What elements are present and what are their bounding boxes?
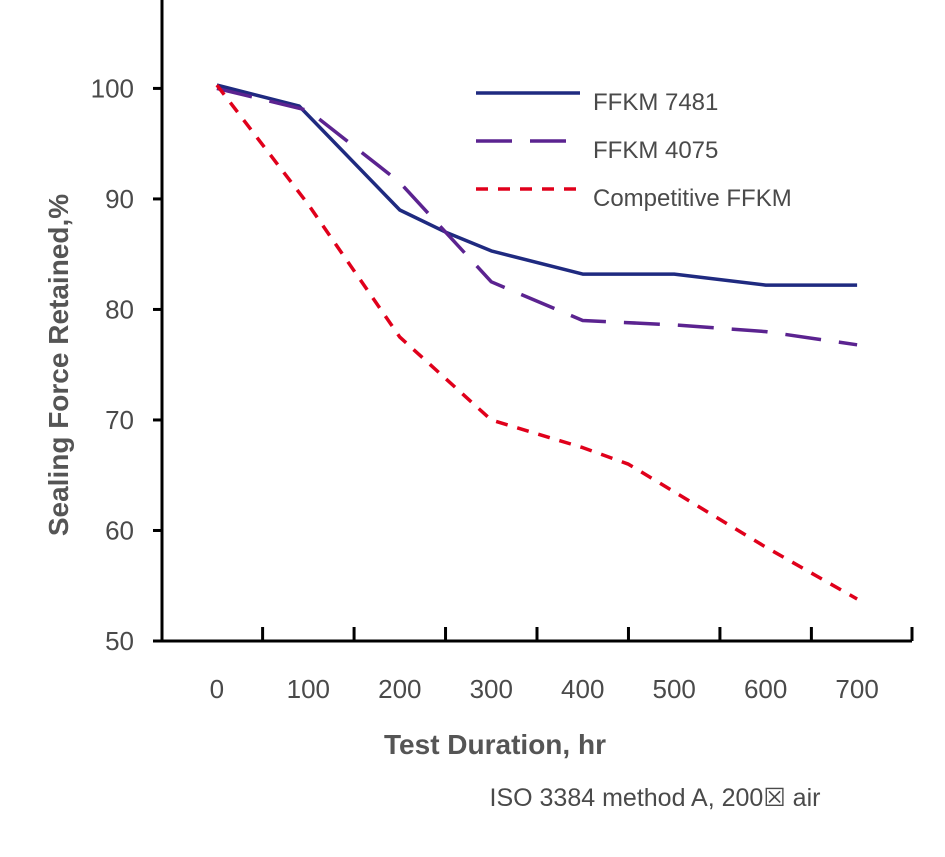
- x-tick-label: 100: [287, 674, 330, 704]
- test-method-note: ISO 3384 method A, 200☒ air: [490, 784, 821, 812]
- axes: [160, 0, 912, 643]
- x-tick-label: 0: [210, 674, 224, 704]
- x-tick-label: 500: [652, 674, 695, 704]
- series-line-1: [216, 83, 858, 287]
- legend: FFKM 7481 FFKM 4075 Competitive FFKM: [476, 89, 792, 212]
- x-tick-label: 200: [378, 674, 421, 704]
- series-line-2: [216, 86, 858, 347]
- y-axis-title: Sealing Force Retained,%: [43, 194, 74, 536]
- y-tick-label: 70: [105, 405, 134, 435]
- x-tick-label: 700: [835, 674, 878, 704]
- series-layer: [215, 83, 858, 601]
- x-tick-label: 600: [744, 674, 787, 704]
- series-line-3: [215, 84, 858, 601]
- x-axis-title: Test Duration, hr: [384, 729, 606, 760]
- x-tick-label: 300: [470, 674, 513, 704]
- y-tick-label: 100: [91, 73, 134, 103]
- x-tick-label: 400: [561, 674, 604, 704]
- legend-label: Competitive FFKM: [593, 185, 792, 212]
- legend-label: FFKM 7481: [593, 89, 718, 116]
- y-tick-label: 50: [105, 626, 134, 656]
- y-axis-ticks: 50 60 70 80 90 100: [91, 73, 162, 656]
- y-tick-label: 80: [105, 294, 134, 324]
- x-axis-ticks: 0 100 200 300 400 500 600 700: [210, 627, 914, 704]
- legend-label: FFKM 4075: [593, 137, 718, 164]
- y-tick-label: 90: [105, 184, 134, 214]
- y-tick-label: 60: [105, 515, 134, 545]
